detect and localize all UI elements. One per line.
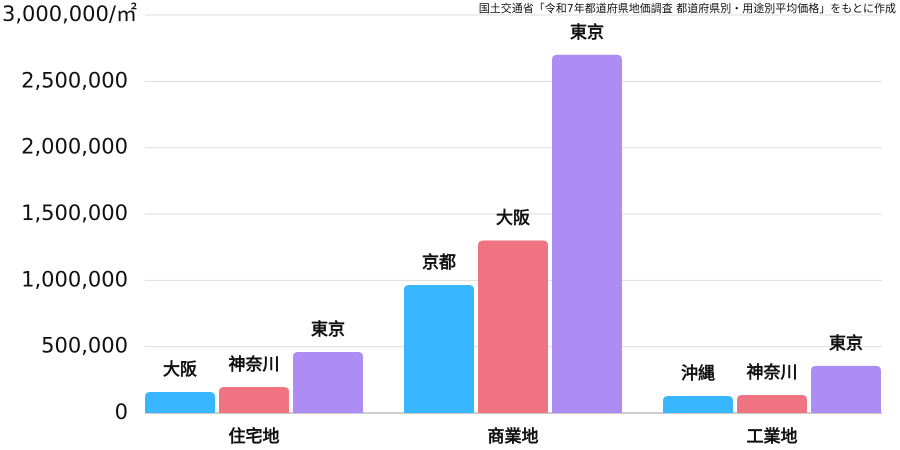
y-tick-label: 1,500,000 — [21, 201, 128, 225]
bar-label: 東京 — [829, 333, 863, 354]
bar-label: 大阪 — [163, 359, 197, 380]
bar-label: 神奈川 — [229, 354, 280, 375]
x-tick-label: 工業地 — [747, 426, 798, 447]
bar-label: 沖縄 — [681, 363, 715, 384]
bar — [293, 351, 363, 413]
bar — [219, 386, 289, 413]
bar — [663, 396, 733, 413]
y-tick-label: 0 — [115, 400, 128, 424]
bar — [145, 392, 215, 413]
bar — [811, 365, 881, 413]
x-tick-label: 商業地 — [488, 426, 539, 447]
bar-label: 神奈川 — [747, 362, 798, 383]
x-tick-label: 住宅地 — [229, 426, 280, 447]
y-tick-label: 2,000,000 — [21, 135, 128, 159]
bar — [737, 394, 807, 413]
y-tick-label: 2,500,000 — [21, 68, 128, 92]
bar-label: 東京 — [570, 22, 604, 43]
source-note: 国土交通省「令和7年都道府県地価調査 都道府県別・用途別平均価格」をもとに作成 — [479, 1, 896, 15]
bar — [552, 54, 622, 414]
bar — [478, 240, 548, 413]
y-tick-label: 3,000,000/㎡ — [2, 2, 137, 26]
y-tick-label: 1,000,000 — [21, 267, 128, 291]
bar — [404, 284, 474, 413]
bar-label: 京都 — [422, 252, 456, 273]
bar-label: 大阪 — [496, 208, 530, 229]
y-tick-label: 500,000 — [41, 334, 128, 358]
bar-label: 東京 — [311, 319, 345, 340]
